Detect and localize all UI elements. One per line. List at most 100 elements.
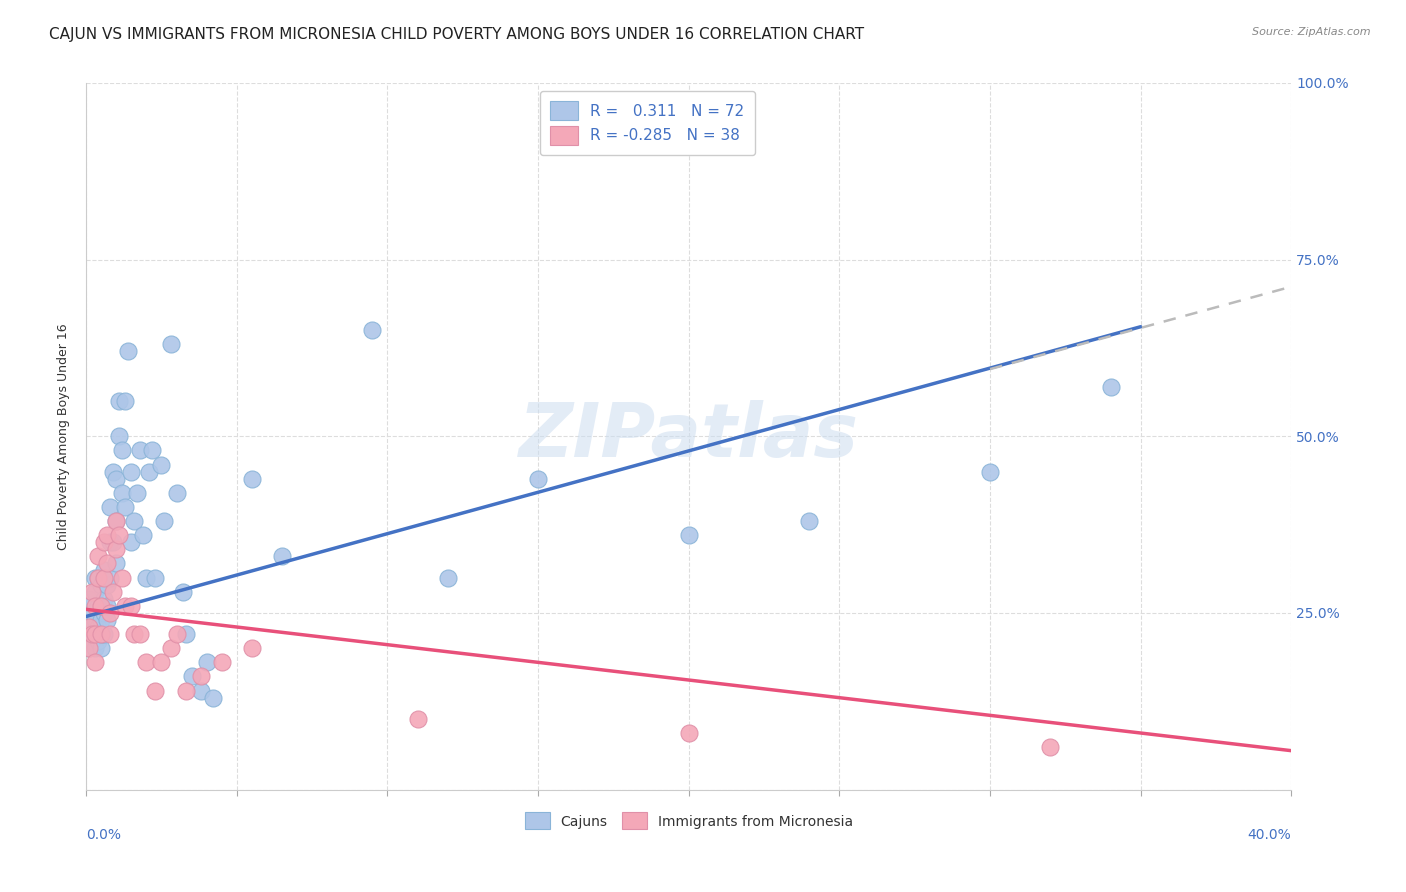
Point bbox=[98, 606, 121, 620]
Point bbox=[799, 514, 821, 528]
Point bbox=[436, 570, 458, 584]
Point bbox=[90, 627, 112, 641]
Point bbox=[87, 570, 110, 584]
Text: Source: ZipAtlas.com: Source: ZipAtlas.com bbox=[1253, 27, 1371, 37]
Point bbox=[93, 535, 115, 549]
Point bbox=[120, 465, 142, 479]
Point bbox=[84, 627, 107, 641]
Point bbox=[108, 429, 131, 443]
Point bbox=[82, 584, 104, 599]
Point bbox=[190, 669, 212, 683]
Point bbox=[678, 726, 700, 740]
Point bbox=[129, 627, 152, 641]
Point bbox=[240, 641, 263, 656]
Point bbox=[87, 570, 110, 584]
Point bbox=[1099, 380, 1122, 394]
Point bbox=[82, 606, 104, 620]
Point bbox=[141, 443, 163, 458]
Point bbox=[84, 570, 107, 584]
Point bbox=[77, 641, 100, 656]
Point bbox=[108, 393, 131, 408]
Point bbox=[93, 591, 115, 606]
Point bbox=[87, 620, 110, 634]
Point bbox=[150, 458, 173, 472]
Point bbox=[82, 613, 104, 627]
Point bbox=[96, 557, 118, 571]
Point bbox=[93, 627, 115, 641]
Point bbox=[77, 591, 100, 606]
Text: 40.0%: 40.0% bbox=[1247, 829, 1291, 842]
Point bbox=[93, 606, 115, 620]
Point bbox=[84, 613, 107, 627]
Point bbox=[84, 599, 107, 613]
Point bbox=[406, 712, 429, 726]
Point bbox=[361, 323, 384, 337]
Point bbox=[124, 627, 146, 641]
Point bbox=[103, 465, 125, 479]
Text: ZIPatlas: ZIPatlas bbox=[519, 400, 859, 473]
Point bbox=[111, 570, 134, 584]
Point bbox=[159, 641, 181, 656]
Point bbox=[96, 599, 118, 613]
Point bbox=[105, 514, 128, 528]
Point bbox=[90, 599, 112, 613]
Point bbox=[98, 627, 121, 641]
Point bbox=[166, 485, 188, 500]
Text: 0.0%: 0.0% bbox=[86, 829, 121, 842]
Point bbox=[96, 528, 118, 542]
Point bbox=[114, 500, 136, 514]
Point bbox=[82, 627, 104, 641]
Y-axis label: Child Poverty Among Boys Under 16: Child Poverty Among Boys Under 16 bbox=[58, 323, 70, 549]
Point bbox=[979, 465, 1001, 479]
Point bbox=[153, 514, 176, 528]
Point bbox=[172, 584, 194, 599]
Point bbox=[84, 584, 107, 599]
Point bbox=[201, 690, 224, 705]
Point bbox=[527, 472, 550, 486]
Point bbox=[159, 337, 181, 351]
Point bbox=[190, 683, 212, 698]
Point bbox=[108, 528, 131, 542]
Point bbox=[211, 656, 233, 670]
Point bbox=[117, 344, 139, 359]
Point bbox=[84, 641, 107, 656]
Point bbox=[98, 500, 121, 514]
Point bbox=[111, 485, 134, 500]
Point bbox=[84, 627, 107, 641]
Point bbox=[82, 634, 104, 648]
Point bbox=[90, 627, 112, 641]
Point bbox=[98, 570, 121, 584]
Point bbox=[166, 627, 188, 641]
Point bbox=[103, 584, 125, 599]
Point bbox=[77, 620, 100, 634]
Point bbox=[120, 599, 142, 613]
Point bbox=[105, 557, 128, 571]
Point bbox=[90, 577, 112, 591]
Point bbox=[87, 549, 110, 564]
Point bbox=[120, 535, 142, 549]
Point bbox=[135, 570, 157, 584]
Point bbox=[90, 599, 112, 613]
Point bbox=[145, 683, 167, 698]
Point bbox=[105, 514, 128, 528]
Point bbox=[103, 535, 125, 549]
Point bbox=[180, 669, 202, 683]
Point bbox=[77, 620, 100, 634]
Point bbox=[114, 599, 136, 613]
Point bbox=[105, 542, 128, 557]
Point bbox=[150, 656, 173, 670]
Point bbox=[138, 465, 160, 479]
Point bbox=[96, 577, 118, 591]
Point bbox=[129, 443, 152, 458]
Point bbox=[135, 656, 157, 670]
Point bbox=[1039, 740, 1062, 755]
Point bbox=[90, 641, 112, 656]
Point bbox=[114, 393, 136, 408]
Point bbox=[174, 683, 197, 698]
Point bbox=[132, 528, 155, 542]
Point bbox=[145, 570, 167, 584]
Legend: Cajuns, Immigrants from Micronesia: Cajuns, Immigrants from Micronesia bbox=[515, 803, 863, 839]
Point bbox=[124, 514, 146, 528]
Point bbox=[93, 564, 115, 578]
Point bbox=[240, 472, 263, 486]
